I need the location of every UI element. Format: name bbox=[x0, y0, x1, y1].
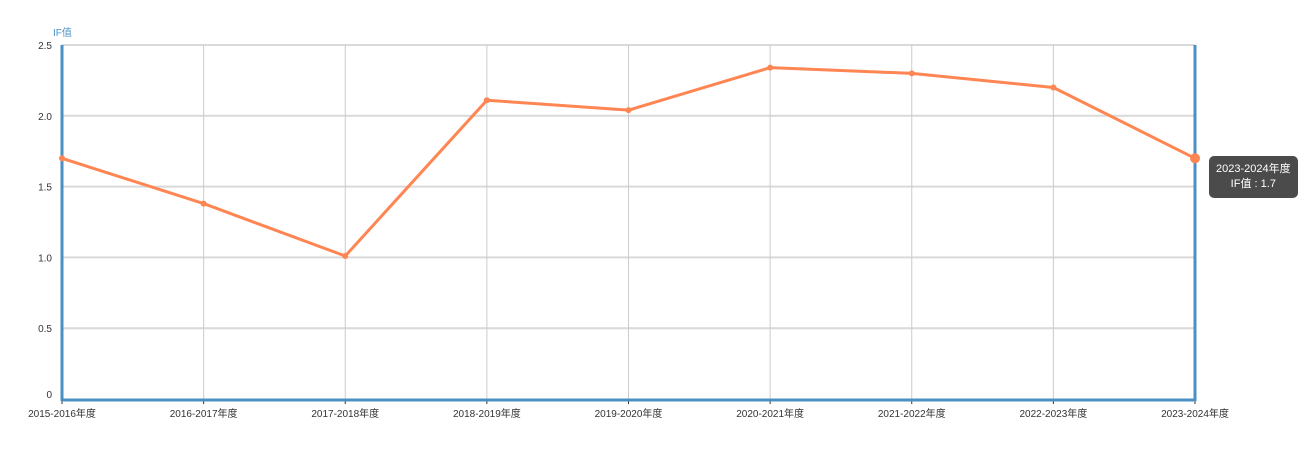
y-tick-label: 0.5 bbox=[38, 324, 52, 335]
x-tick-label: 2017-2018年度 bbox=[311, 407, 379, 420]
y-tick-label: 0 bbox=[46, 390, 52, 401]
tooltip: 2023-2024年度 IF值 : 1.7 bbox=[1209, 156, 1298, 198]
data-point bbox=[483, 97, 490, 104]
data-point bbox=[1050, 84, 1057, 91]
tooltip-value: 1.7 bbox=[1260, 178, 1276, 190]
tooltip-label: IF值 bbox=[1230, 178, 1252, 190]
data-point bbox=[767, 64, 774, 71]
data-point bbox=[59, 155, 65, 162]
x-tick-label: 2022-2023年度 bbox=[1019, 407, 1087, 420]
y-axis-title: IF值 bbox=[53, 26, 72, 39]
data-point bbox=[1190, 153, 1200, 164]
x-tick-label: 2016-2017年度 bbox=[170, 407, 238, 420]
tooltip-body: IF值 : 1.7 bbox=[1216, 177, 1291, 192]
x-tick-label: 2023-2024年度 bbox=[1161, 407, 1229, 420]
data-point bbox=[342, 252, 349, 259]
x-tick-label: 2019-2020年度 bbox=[595, 407, 663, 420]
tooltip-separator: : bbox=[1254, 178, 1258, 190]
x-tick-label: 2021-2022年度 bbox=[878, 407, 946, 420]
y-tick-label: 1.5 bbox=[38, 183, 52, 194]
y-tick-label: 2.0 bbox=[38, 112, 52, 123]
y-tick-label: 2.5 bbox=[38, 41, 52, 52]
y-tick-label: 1.0 bbox=[38, 253, 52, 264]
x-tick-label: 2020-2021年度 bbox=[736, 407, 804, 420]
data-point bbox=[908, 70, 915, 77]
data-point bbox=[200, 200, 207, 207]
x-tick-label: 2018-2019年度 bbox=[453, 407, 521, 420]
x-tick-label: 2015-2016年度 bbox=[28, 407, 96, 420]
tooltip-title: 2023-2024年度 bbox=[1216, 163, 1291, 175]
data-point bbox=[625, 107, 632, 114]
